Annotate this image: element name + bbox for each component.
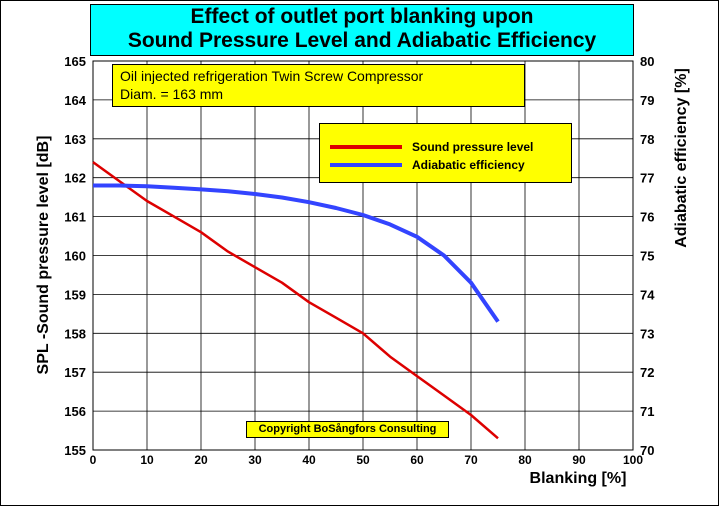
y-left-tick-label: 157	[64, 365, 86, 380]
x-tick-label: 40	[302, 453, 316, 467]
y-right-tick-label: 77	[640, 171, 654, 186]
x-tick-label: 70	[464, 453, 478, 467]
y-right-tick-label: 79	[640, 93, 654, 108]
y-left-tick-label: 160	[64, 249, 86, 264]
x-tick-label: 60	[410, 453, 424, 467]
y-left-tick-labels: 155 156 157 158 159 160 161 162 163 164 165	[64, 54, 86, 458]
copyright-note: Copyright BoSångfors Consulting	[246, 421, 449, 438]
info-line-1: Oil injected refrigeration Twin Screw Co…	[120, 68, 424, 84]
y-right-tick-labels: 70 71 72 73 74 75 76 77 78 79 80	[640, 54, 655, 458]
legend-label-spl: Sound pressure level	[412, 140, 534, 154]
legend-item-spl: Sound pressure level	[330, 139, 570, 155]
y-left-axis-label: SPL -Sound pressure level [dB]	[35, 136, 52, 375]
series-line-spl	[92, 161, 499, 440]
y-left-tick-label: 163	[64, 132, 86, 147]
x-tick-label: 50	[356, 453, 370, 467]
x-tick-label: 30	[248, 453, 262, 467]
series-line-efficiency	[93, 183, 500, 323]
x-tick-label: 20	[194, 453, 208, 467]
y-right-tick-label: 75	[640, 249, 654, 264]
info-line-2: Diam. = 163 mm	[120, 86, 224, 102]
y-right-tick-label: 80	[640, 54, 654, 69]
y-left-tick-label: 161	[64, 210, 86, 225]
y-left-tick-label: 162	[64, 171, 86, 186]
legend-swatch-spl	[330, 145, 402, 149]
title-line-1: Effect of outlet port blanking upon	[190, 5, 534, 28]
series-lines	[92, 161, 500, 440]
x-tick-label: 0	[90, 453, 97, 467]
x-axis-label: Blanking [%]	[530, 470, 627, 487]
y-left-tick-label: 165	[64, 54, 86, 69]
legend-label-efficiency: Adiabatic efficiency	[412, 158, 525, 172]
legend: Sound pressure level Adiabatic efficienc…	[319, 123, 572, 183]
y-right-axis-label: Adiabatic efficiency [%]	[673, 68, 690, 248]
title-line-2: Sound Pressure Level and Adiabatic Effic…	[127, 29, 597, 52]
y-right-tick-label: 73	[640, 326, 654, 341]
x-tick-label: 80	[518, 453, 532, 467]
y-right-tick-label: 70	[640, 443, 654, 458]
info-box: Oil injected refrigeration Twin Screw Co…	[112, 64, 525, 107]
x-tick-labels: 0 10 20 30 40 50 60 70 80 90 100	[90, 453, 644, 467]
x-tick-label: 10	[140, 453, 154, 467]
y-right-tick-label: 76	[640, 210, 654, 225]
x-tick-label: 100	[623, 453, 643, 467]
y-left-tick-label: 164	[64, 93, 86, 108]
y-right-tick-label: 74	[640, 287, 655, 302]
chart-title: Effect of outlet port blanking upon Soun…	[90, 4, 634, 56]
y-right-tick-label: 78	[640, 132, 654, 147]
y-left-tick-label: 156	[64, 404, 86, 419]
y-right-tick-label: 72	[640, 365, 654, 380]
y-left-tick-label: 158	[64, 326, 86, 341]
legend-item-efficiency: Adiabatic efficiency	[330, 157, 570, 173]
y-left-tick-label: 159	[64, 287, 86, 302]
legend-swatch-efficiency	[330, 163, 402, 167]
x-tick-label: 90	[572, 453, 586, 467]
y-right-tick-label: 71	[640, 404, 654, 419]
y-left-tick-label: 155	[64, 443, 86, 458]
